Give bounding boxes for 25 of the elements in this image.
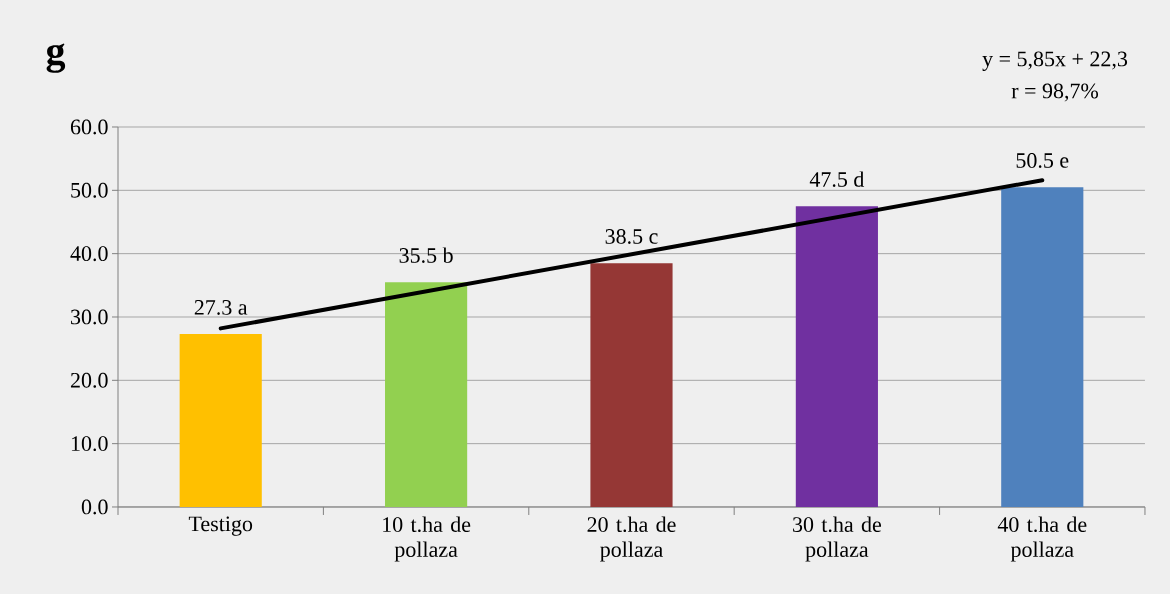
bar xyxy=(1001,187,1084,507)
y-tick-label: 0.0 xyxy=(81,499,108,515)
text: r = 98,7% xyxy=(1011,83,1099,102)
text: y = 5,85x + 22,3 xyxy=(982,51,1128,71)
data-label: 50.5 e xyxy=(1016,153,1069,168)
x-tick-label: Testigo xyxy=(188,516,253,536)
y-tick-label: 60.0 xyxy=(70,119,108,135)
x-tick-label: 40 t.ha de pollaza xyxy=(997,516,1087,562)
chart-title: g xyxy=(46,43,66,73)
bar xyxy=(590,263,673,507)
y-tick-label: 40.0 xyxy=(70,246,108,262)
data-label: 35.5 b xyxy=(399,247,453,263)
bar xyxy=(179,334,262,507)
x-tick-label: 30 t.ha de pollaza xyxy=(793,516,882,562)
x-tick-label: 20 t.ha de pollaza xyxy=(587,516,676,562)
y-tick-label: 30.0 xyxy=(71,309,108,325)
data-label: 47.5 d xyxy=(809,171,865,187)
data-label: 27.3 a xyxy=(194,300,248,315)
data-label: 38.5 c xyxy=(605,229,658,244)
y-tick-label: 50.0 xyxy=(71,182,108,198)
bar xyxy=(385,282,468,507)
x-tick-label: 10 t.ha de pollaza xyxy=(383,516,471,562)
y-tick-label: 10.0 xyxy=(71,436,108,452)
y-tick-label: 20.0 xyxy=(70,372,108,388)
bar xyxy=(795,206,878,507)
